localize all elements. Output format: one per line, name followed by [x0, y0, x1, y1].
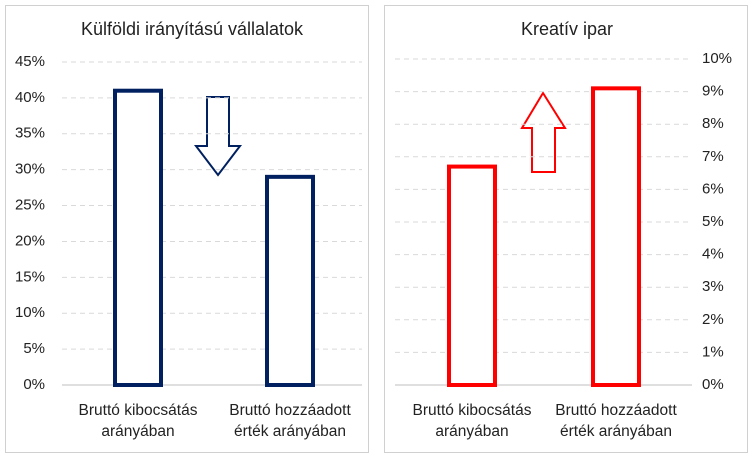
y-tick-label: 40% — [15, 89, 45, 106]
y-tick-label: 0% — [23, 376, 45, 393]
y-tick-label: 5% — [23, 340, 45, 357]
y-tick-label: 35% — [15, 125, 45, 142]
x-tick-label: Bruttó kibocsátás arányában — [78, 402, 198, 440]
y-tick-label: 9% — [702, 83, 724, 100]
y-tick-label: 20% — [15, 232, 45, 249]
y-tick-label: 15% — [15, 268, 45, 285]
y-tick-label: 30% — [15, 161, 45, 178]
y-tick-label: 4% — [702, 246, 724, 263]
y-tick-label: 2% — [702, 311, 724, 328]
y-tick-label: 45% — [15, 53, 45, 70]
panel-frame — [384, 5, 748, 453]
y-tick-label: 25% — [15, 197, 45, 214]
down-arrow — [193, 96, 243, 177]
y-tick-label: 10% — [15, 304, 45, 321]
bar — [591, 86, 641, 387]
bar — [447, 164, 497, 387]
chart-title: Külföldi irányítású vállalatok — [81, 19, 304, 39]
y-tick-label: 3% — [702, 278, 724, 295]
panel-frame — [5, 5, 369, 453]
bar — [113, 88, 163, 387]
y-tick-label: 5% — [702, 213, 724, 230]
bar — [265, 174, 315, 387]
x-tick-label: Bruttó kibocsátás arányában — [412, 402, 532, 440]
x-tick-label: Bruttó hozzáadott érték arányában — [229, 402, 351, 440]
y-tick-label: 6% — [702, 180, 724, 197]
x-tick-label: Bruttó hozzáadott érték arányában — [555, 402, 677, 440]
chart-title: Kreatív ipar — [521, 19, 613, 39]
y-tick-label: 10% — [702, 50, 732, 67]
y-tick-label: 7% — [702, 148, 724, 165]
y-tick-label: 8% — [702, 115, 724, 132]
y-tick-label: 1% — [702, 343, 724, 360]
up-arrow — [520, 91, 567, 173]
y-tick-label: 0% — [702, 376, 724, 393]
